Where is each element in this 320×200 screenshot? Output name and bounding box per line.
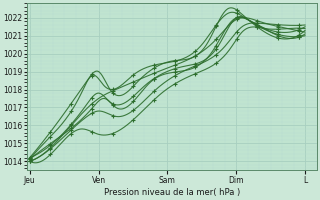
X-axis label: Pression niveau de la mer( hPa ): Pression niveau de la mer( hPa ) (104, 188, 240, 197)
